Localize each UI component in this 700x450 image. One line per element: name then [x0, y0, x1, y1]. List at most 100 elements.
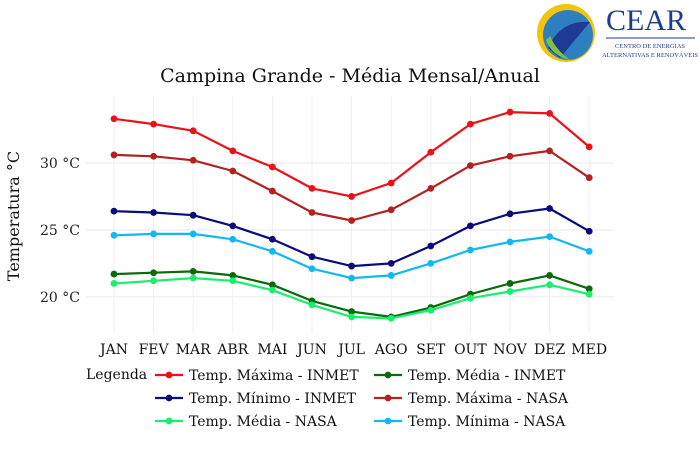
data-point: [150, 277, 158, 285]
data-point: [229, 277, 237, 285]
data-point: [467, 294, 474, 302]
series-5: [110, 230, 593, 282]
data-point: [546, 281, 553, 289]
data-point: [110, 207, 118, 215]
data-point: [189, 156, 197, 164]
data-point: [308, 301, 316, 309]
data-point: [189, 230, 197, 238]
y-tick-labels: 20 °C 25 °C 30 °C: [40, 156, 80, 306]
data-point: [387, 272, 395, 279]
series-lines: [110, 108, 593, 322]
x-tick-labels: JAN FEV MAR ABR MAI JUN JUL AGO SET OUT NOV DEZ MED: [98, 342, 607, 358]
x-tick-label: AGO: [374, 342, 408, 358]
series-3: [110, 147, 593, 224]
data-point: [506, 280, 514, 287]
data-point: [467, 222, 474, 230]
data-point: [229, 167, 237, 175]
data-point: [427, 306, 435, 314]
x-tick-label: ABR: [216, 342, 248, 358]
legend-label: Temp. Média - INMET: [408, 368, 566, 384]
data-point: [585, 143, 593, 151]
data-point: [506, 152, 514, 160]
data-point: [348, 308, 355, 315]
chart-title: Campina Grande - Média Mensal/Anual: [160, 65, 540, 87]
x-tick-label: MED: [571, 342, 607, 358]
data-point: [229, 222, 237, 230]
data-point: [585, 285, 593, 293]
data-point: [269, 247, 276, 255]
data-point: [348, 274, 355, 282]
legend-label: Temp. Mínimo - INMET: [189, 391, 357, 407]
data-point: [229, 272, 237, 279]
data-point: [427, 259, 435, 267]
data-point: [348, 262, 355, 270]
legend-swatch-marker: [165, 394, 173, 402]
data-point: [150, 152, 158, 160]
x-tick-label: OUT: [454, 342, 487, 358]
legend-label: Temp. Máxima - NASA: [408, 391, 569, 407]
x-tick-label: NOV: [493, 342, 527, 358]
data-point: [546, 110, 553, 117]
data-point: [110, 151, 118, 159]
legend-swatch-marker: [165, 417, 173, 425]
x-tick-label: JUL: [336, 342, 365, 358]
legend-label: Temp. Média - NASA: [189, 414, 338, 430]
legend: Legenda Temp. Máxima - INMET Temp. Média …: [86, 367, 569, 430]
x-tick-label: MAR: [176, 342, 211, 358]
data-point: [348, 193, 355, 200]
data-point: [308, 209, 316, 216]
cear-logo: CEAR CENTRO DE ENERGIAS ALTERNATIVAS E R…: [537, 4, 698, 62]
data-point: [506, 210, 514, 218]
legend-item: Temp. Média - INMET: [374, 368, 566, 384]
data-point: [269, 163, 276, 171]
data-point: [387, 179, 395, 187]
data-point: [467, 120, 474, 128]
data-point: [585, 247, 593, 255]
data-point: [506, 238, 514, 246]
data-point: [348, 217, 355, 224]
data-point: [506, 288, 514, 295]
data-point: [387, 314, 395, 322]
logo-leaf: [546, 36, 570, 60]
y-tick-label: 25 °C: [40, 223, 80, 239]
data-point: [229, 147, 237, 155]
data-point: [110, 280, 118, 287]
data-point: [585, 227, 593, 235]
data-point: [427, 242, 435, 250]
x-tick-label: DEZ: [534, 342, 565, 358]
data-point: [467, 162, 474, 170]
data-point: [546, 233, 553, 240]
series-0: [110, 108, 593, 200]
data-point: [110, 231, 118, 239]
x-tick-label: JUN: [295, 342, 327, 358]
logo-name: CEAR: [606, 4, 686, 37]
y-tick-label: 20 °C: [40, 290, 80, 306]
y-axis-label: Temperatura °C: [4, 151, 23, 281]
data-point: [150, 230, 158, 238]
legend-title: Legenda: [86, 367, 147, 383]
series-2: [110, 205, 593, 270]
data-point: [427, 148, 435, 156]
legend-item: Temp. Máxima - NASA: [374, 391, 569, 407]
legend-swatch-marker: [384, 394, 392, 402]
legend-swatch-marker: [384, 371, 392, 379]
data-point: [387, 206, 395, 214]
data-point: [189, 268, 197, 275]
data-point: [546, 272, 553, 279]
data-point: [110, 270, 118, 278]
data-point: [229, 235, 237, 243]
data-point: [546, 147, 553, 155]
data-point: [585, 290, 593, 298]
legend-swatch-marker: [384, 417, 392, 425]
data-point: [110, 115, 118, 123]
logo-line2: ALTERNATIVAS E RENOVÁVEIS: [602, 51, 698, 59]
legend-item: Temp. Mínimo - INMET: [155, 391, 357, 407]
data-point: [269, 281, 276, 289]
data-point: [308, 184, 316, 192]
data-point: [585, 174, 593, 182]
data-point: [269, 286, 276, 294]
data-point: [308, 253, 316, 261]
data-point: [269, 187, 276, 195]
data-point: [189, 274, 197, 282]
